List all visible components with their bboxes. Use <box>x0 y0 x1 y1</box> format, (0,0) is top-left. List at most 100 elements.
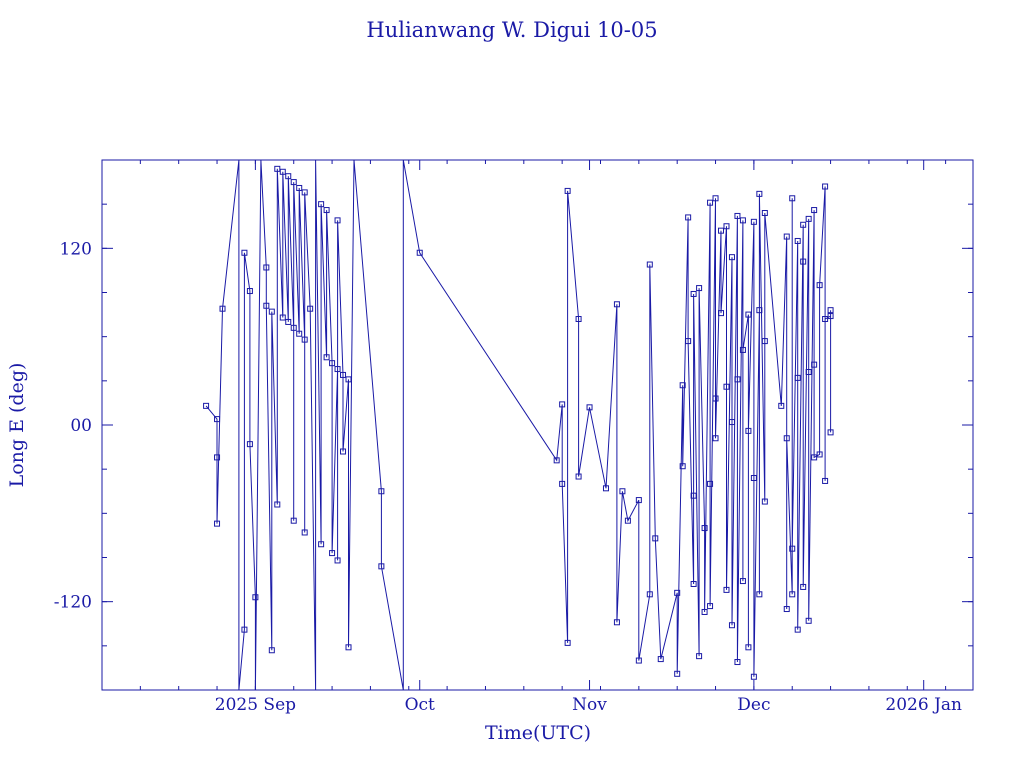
data-point <box>274 501 281 508</box>
data-point <box>734 376 741 383</box>
data-point <box>279 314 286 321</box>
data-point <box>756 591 763 598</box>
data-point <box>805 369 812 375</box>
data-point <box>203 402 210 409</box>
data-point <box>750 218 757 225</box>
data-point <box>564 639 571 646</box>
data-point <box>728 419 735 426</box>
data-point <box>334 217 341 224</box>
data-point <box>246 288 253 295</box>
data-point <box>296 184 303 191</box>
data-point <box>285 318 292 325</box>
data-point <box>301 336 308 343</box>
data-point <box>340 448 347 455</box>
longitude-line <box>205 160 832 690</box>
data-point <box>690 581 697 587</box>
data-point <box>416 249 423 256</box>
data-point <box>739 578 746 585</box>
data-point <box>685 214 692 221</box>
data-point <box>712 395 719 402</box>
data-point <box>685 338 692 345</box>
x-tick-label: 2025 Sep <box>215 695 296 715</box>
data-point <box>789 591 796 598</box>
data-point <box>674 670 681 677</box>
x-tick-label: 2026 Jan <box>885 695 962 715</box>
y-tick-label: 120 <box>60 239 92 259</box>
data-point <box>301 529 308 536</box>
data-point <box>559 480 566 487</box>
data-point <box>783 233 790 240</box>
data-point <box>822 477 829 484</box>
data-point <box>378 488 385 495</box>
data-point <box>734 659 741 666</box>
data-point <box>323 207 330 214</box>
x-tick-label: Nov <box>572 695 607 715</box>
data-point <box>657 656 664 663</box>
data-point <box>329 550 336 557</box>
data-point <box>723 586 730 593</box>
data-point <box>679 463 686 470</box>
data-point <box>745 427 752 434</box>
data-point <box>340 371 347 378</box>
data-point <box>307 305 314 312</box>
data-point <box>761 498 768 505</box>
data-point <box>285 173 292 180</box>
data-point <box>723 223 730 230</box>
data-point <box>723 383 730 390</box>
data-point <box>279 168 286 175</box>
x-tick-label: Oct <box>405 695 435 715</box>
data-point <box>690 290 697 297</box>
data-point <box>811 361 818 368</box>
data-point <box>553 457 560 464</box>
data-point <box>246 441 253 448</box>
plot-frame <box>101 159 974 691</box>
x-axis-label: Time(UTC) <box>485 722 591 744</box>
data-point <box>739 217 746 224</box>
data-point <box>679 382 686 389</box>
data-point <box>707 603 714 610</box>
data-point <box>652 535 659 542</box>
data-point <box>794 237 801 244</box>
data-point <box>334 557 341 564</box>
data-point <box>635 657 642 664</box>
data-point <box>564 187 571 194</box>
data-point <box>290 517 297 524</box>
data-point <box>214 416 221 423</box>
y-tick-label: -120 <box>54 593 92 613</box>
data-point <box>789 545 796 552</box>
data-point <box>613 619 620 626</box>
y-axis-label: Long E (deg) <box>6 363 28 488</box>
data-point <box>646 591 653 598</box>
data-point <box>646 261 653 268</box>
data-point <box>800 583 807 590</box>
data-point <box>334 366 341 373</box>
data-point <box>345 644 352 651</box>
y-tick-label: 00 <box>70 416 92 436</box>
data-point <box>575 316 582 322</box>
data-point <box>827 429 834 436</box>
data-point <box>750 475 757 481</box>
data-point <box>318 201 325 208</box>
data-point <box>701 525 708 532</box>
data-point <box>214 520 221 527</box>
data-point <box>619 488 626 495</box>
data-point <box>635 497 642 504</box>
data-point <box>745 311 752 318</box>
data-point <box>624 517 631 524</box>
data-point <box>811 207 818 214</box>
data-point <box>696 285 703 292</box>
data-point <box>794 626 801 633</box>
data-point <box>701 608 708 615</box>
data-point <box>323 354 330 361</box>
data-point <box>794 374 801 381</box>
data-point <box>696 653 703 660</box>
data-point <box>816 282 823 289</box>
data-point <box>263 302 270 309</box>
data-point <box>712 435 719 442</box>
data-point <box>296 330 303 337</box>
data-point <box>290 324 297 331</box>
data-point <box>712 195 719 202</box>
data-point <box>707 480 714 487</box>
data-point <box>728 254 735 261</box>
